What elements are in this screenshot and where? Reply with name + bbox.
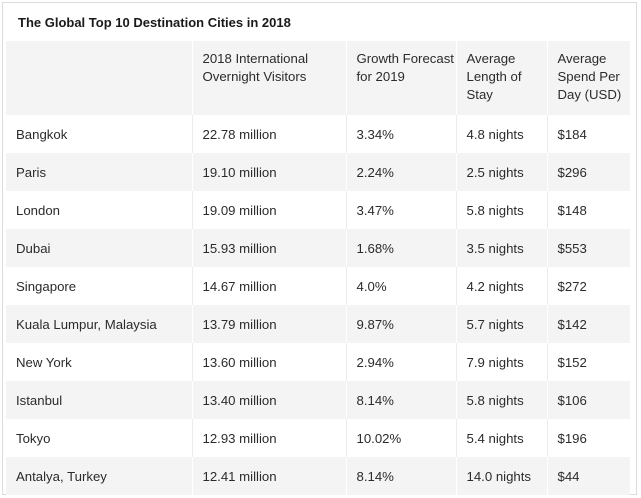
- cell-city: Antalya, Turkey: [6, 457, 193, 495]
- cell-spend: $184: [547, 115, 630, 153]
- cell-spend: $296: [547, 153, 630, 191]
- cell-stay: 5.7 nights: [456, 305, 548, 343]
- cell-spend: $148: [547, 191, 630, 229]
- destination-cities-table: 2018 International Overnight Visitors Gr…: [6, 41, 630, 495]
- cell-growth: 10.02%: [346, 419, 457, 457]
- table-row: Bangkok 22.78 million 3.34% 4.8 nights $…: [6, 115, 630, 153]
- cell-growth: 8.14%: [346, 381, 457, 419]
- cell-spend: $272: [547, 267, 630, 305]
- cell-growth: 8.14%: [346, 457, 457, 495]
- table-row: London 19.09 million 3.47% 5.8 nights $1…: [6, 191, 630, 229]
- cell-spend: $106: [547, 381, 630, 419]
- cell-growth: 2.94%: [346, 343, 457, 381]
- cell-city: Bangkok: [6, 115, 193, 153]
- cell-stay: 7.9 nights: [456, 343, 548, 381]
- cell-growth: 9.87%: [346, 305, 457, 343]
- cell-stay: 5.8 nights: [456, 191, 548, 229]
- cell-visitors: 13.40 million: [192, 381, 347, 419]
- cell-spend: $196: [547, 419, 630, 457]
- cell-growth: 2.24%: [346, 153, 457, 191]
- cell-stay: 4.2 nights: [456, 267, 548, 305]
- table-row: Antalya, Turkey 12.41 million 8.14% 14.0…: [6, 457, 630, 495]
- cell-visitors: 12.41 million: [192, 457, 347, 495]
- cell-growth: 3.34%: [346, 115, 457, 153]
- cell-stay: 5.4 nights: [456, 419, 548, 457]
- cell-visitors: 13.60 million: [192, 343, 347, 381]
- cell-visitors: 13.79 million: [192, 305, 347, 343]
- cell-growth: 4.0%: [346, 267, 457, 305]
- cell-stay: 5.8 nights: [456, 381, 548, 419]
- header-spend: Average Spend Per Day (USD): [547, 41, 630, 115]
- table-row: Paris 19.10 million 2.24% 2.5 nights $29…: [6, 153, 630, 191]
- cell-city: Tokyo: [6, 419, 193, 457]
- cell-visitors: 14.67 million: [192, 267, 347, 305]
- cell-stay: 2.5 nights: [456, 153, 548, 191]
- cell-spend: $142: [547, 305, 630, 343]
- header-row: 2018 International Overnight Visitors Gr…: [6, 41, 630, 115]
- cell-spend: $152: [547, 343, 630, 381]
- cell-city: New York: [6, 343, 193, 381]
- header-growth: Growth Forecast for 2019: [346, 41, 457, 115]
- cell-city: Singapore: [6, 267, 193, 305]
- header-city: [6, 41, 193, 115]
- cell-city: Kuala Lumpur, Malaysia: [6, 305, 193, 343]
- table-title: The Global Top 10 Destination Cities in …: [18, 15, 291, 30]
- cell-stay: 3.5 nights: [456, 229, 548, 267]
- cell-stay: 4.8 nights: [456, 115, 548, 153]
- cell-spend: $553: [547, 229, 630, 267]
- cell-growth: 1.68%: [346, 229, 457, 267]
- table-row: Kuala Lumpur, Malaysia 13.79 million 9.8…: [6, 305, 630, 343]
- header-visitors: 2018 International Overnight Visitors: [192, 41, 347, 115]
- cell-growth: 3.47%: [346, 191, 457, 229]
- cell-visitors: 19.09 million: [192, 191, 347, 229]
- table-row: Dubai 15.93 million 1.68% 3.5 nights $55…: [6, 229, 630, 267]
- cell-city: Dubai: [6, 229, 193, 267]
- table-row: Singapore 14.67 million 4.0% 4.2 nights …: [6, 267, 630, 305]
- cell-stay: 14.0 nights: [456, 457, 548, 495]
- cell-visitors: 19.10 million: [192, 153, 347, 191]
- table-row: New York 13.60 million 2.94% 7.9 nights …: [6, 343, 630, 381]
- cell-visitors: 15.93 million: [192, 229, 347, 267]
- cell-visitors: 22.78 million: [192, 115, 347, 153]
- table-row: Tokyo 12.93 million 10.02% 5.4 nights $1…: [6, 419, 630, 457]
- cell-visitors: 12.93 million: [192, 419, 347, 457]
- cell-city: Istanbul: [6, 381, 193, 419]
- header-stay: Average Length of Stay: [456, 41, 548, 115]
- cell-spend: $44: [547, 457, 630, 495]
- table-row: Istanbul 13.40 million 8.14% 5.8 nights …: [6, 381, 630, 419]
- cell-city: London: [6, 191, 193, 229]
- cell-city: Paris: [6, 153, 193, 191]
